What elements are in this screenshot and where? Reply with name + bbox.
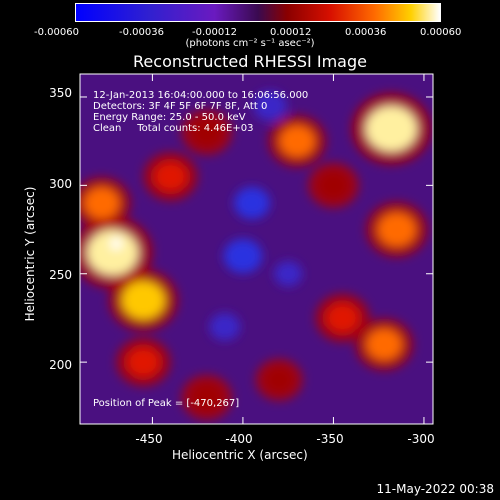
y-tick-label: 200 bbox=[49, 358, 72, 372]
hot-spot bbox=[191, 118, 223, 146]
y-tick-label: 250 bbox=[49, 268, 72, 282]
cold-spot bbox=[253, 90, 287, 121]
x-tick-label: -450 bbox=[135, 432, 163, 446]
y-tick-label: 350 bbox=[49, 86, 72, 100]
info-time-range: 12-Jan-2013 16:04:00.000 to 16:06:56.000 bbox=[93, 90, 309, 101]
hot-spot bbox=[121, 280, 166, 320]
hot-spot bbox=[318, 171, 349, 200]
info-energy-range: Energy Range: 25.0 - 50.0 keV bbox=[93, 112, 246, 123]
hot-spot bbox=[366, 328, 403, 361]
x-tick-label: -350 bbox=[316, 432, 344, 446]
colorbar-tick: 0.00012 bbox=[270, 27, 312, 38]
cold-spot bbox=[274, 261, 303, 287]
footer-timestamp: 11-May-2022 00:38 bbox=[376, 482, 494, 496]
colorbar-tick: 0.00060 bbox=[420, 27, 462, 38]
colorbar-tick: -0.00060 bbox=[34, 27, 79, 38]
y-tick-label: 300 bbox=[49, 177, 72, 191]
info-clean-counts: Clean Total counts: 4.46E+03 bbox=[93, 123, 254, 134]
hot-spot bbox=[83, 187, 120, 220]
hot-spot bbox=[86, 229, 139, 276]
hot-spot bbox=[126, 347, 161, 377]
hot-spot bbox=[265, 367, 294, 393]
colorbar-units: (photons cm⁻² s⁻¹ asec⁻²) bbox=[185, 38, 315, 49]
cold-spot bbox=[223, 238, 263, 274]
cold-spot bbox=[209, 313, 241, 341]
chart-title: Reconstructed RHESSI Image bbox=[133, 52, 367, 71]
x-tick-label: -400 bbox=[225, 432, 253, 446]
colorbar-tick: -0.00036 bbox=[119, 27, 164, 38]
colorbar-tick: -0.00012 bbox=[192, 27, 237, 38]
hot-spot bbox=[191, 383, 223, 412]
hot-spot bbox=[153, 161, 188, 192]
hot-spot bbox=[325, 303, 360, 333]
cold-spot bbox=[233, 187, 270, 220]
colorbar-tick: 0.00036 bbox=[345, 27, 387, 38]
plot-frame bbox=[79, 73, 434, 425]
colorbar bbox=[75, 3, 441, 22]
y-axis-label: Heliocentric Y (arcsec) bbox=[23, 186, 37, 322]
hot-spot bbox=[377, 212, 417, 247]
x-tick-label: -300 bbox=[407, 432, 435, 446]
info-peak-position: Position of Peak = [-470,267] bbox=[93, 398, 240, 409]
peak-marker bbox=[110, 237, 123, 250]
hot-spot bbox=[279, 125, 316, 158]
x-axis-label: Heliocentric X (arcsec) bbox=[172, 448, 308, 462]
hot-spot bbox=[365, 105, 418, 152]
info-detectors: Detectors: 3F 4F 5F 6F 7F 8F, Att 0 bbox=[93, 101, 268, 112]
